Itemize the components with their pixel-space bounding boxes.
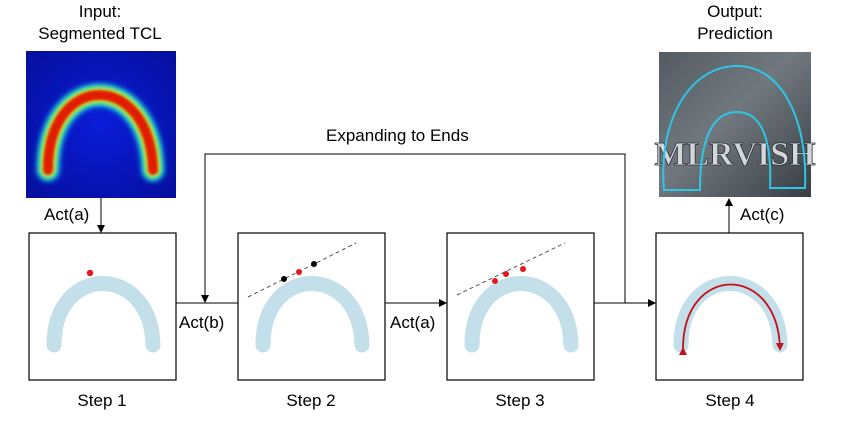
prediction-engraving: MLRVISH xyxy=(654,136,815,173)
step-3-point-2 xyxy=(503,271,509,277)
act-c-label: Act(c) xyxy=(740,205,785,224)
step-3-tcl xyxy=(456,242,579,353)
input-title-line2: Segmented TCL xyxy=(38,24,162,43)
output-title-line2: Prediction xyxy=(697,24,773,43)
loop-label: Expanding to Ends xyxy=(326,126,469,145)
step-1-label: Step 1 xyxy=(77,391,127,410)
step-2-seed-point xyxy=(296,269,302,275)
step-1-box xyxy=(28,232,177,381)
step-3-point-1 xyxy=(492,278,498,284)
input-heatmap xyxy=(26,51,176,198)
step-2-candidate-left xyxy=(281,276,287,282)
step-3-point-3 xyxy=(520,266,526,272)
step-2-direction-line xyxy=(247,242,357,298)
loop-expanding-to-ends xyxy=(201,153,626,303)
output-prediction-image: MLRVISH xyxy=(654,52,816,197)
step-3-direction-line xyxy=(456,242,566,296)
step-4-tcl xyxy=(673,276,788,356)
step-4-center-trace xyxy=(678,283,784,356)
act-a-label-top: Act(a) xyxy=(44,205,90,224)
step-4-box xyxy=(655,232,804,381)
step-1-seed-point xyxy=(86,269,94,277)
step-2-label: Step 2 xyxy=(286,391,336,410)
step-3-label: Step 3 xyxy=(495,391,545,410)
step-2-box xyxy=(237,232,386,381)
step-3-box xyxy=(446,232,595,381)
step-2-candidate-right xyxy=(311,261,317,267)
act-b-label: Act(b) xyxy=(179,313,225,332)
output-title-line1: Output: xyxy=(707,2,763,21)
step-1-tcl xyxy=(46,269,161,353)
prediction-contour xyxy=(662,64,807,191)
step-4-label: Step 4 xyxy=(705,391,755,410)
act-a-label-mid: Act(a) xyxy=(390,313,436,332)
input-title-line1: Input: xyxy=(78,2,122,21)
step-2-tcl xyxy=(247,242,370,353)
